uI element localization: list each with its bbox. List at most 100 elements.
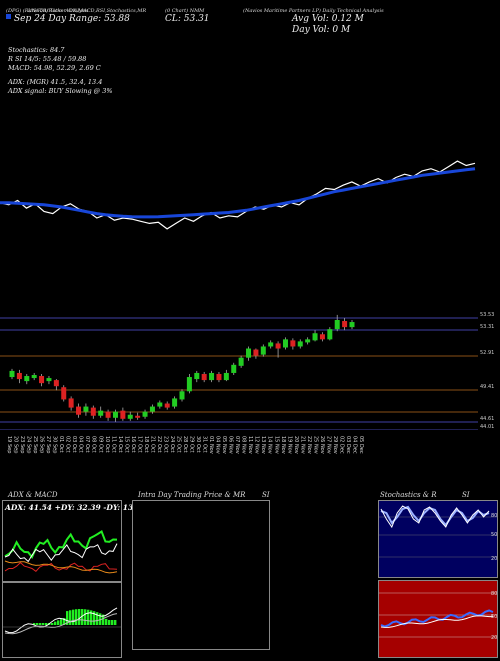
candle-body — [149, 406, 155, 412]
date-label: 13 Nov — [260, 436, 266, 454]
level-label: 44.61 — [480, 416, 494, 422]
macd-histogram-bar — [60, 619, 63, 625]
date-label: 14 Nov — [267, 436, 273, 454]
macd-info: MACD: 54.98, 52.29, 2.69 C — [8, 64, 101, 72]
date-label: 11 Nov — [247, 436, 253, 454]
adx-minus-di-line — [4, 561, 118, 572]
macd-histogram-bar — [66, 611, 69, 625]
candle-body — [334, 320, 340, 330]
candle-body — [231, 364, 237, 373]
date-axis: 19 Sep 20 Sep 23 Sep 24 Sep 25 Sep 26 Sep 27 S… — [6, 436, 364, 454]
date-label: 14 Oct — [117, 436, 123, 453]
macd-line — [4, 607, 118, 634]
macd-histogram-bar — [111, 620, 114, 625]
macd-histogram-bar — [78, 609, 81, 625]
adx-plus-di-line — [4, 529, 118, 560]
candle-body — [142, 411, 148, 417]
date-label: 15 Oct — [123, 436, 129, 453]
date-label: 01 Oct — [58, 436, 64, 453]
candle-body — [53, 380, 59, 387]
date-label: 21 Oct — [149, 436, 155, 453]
candle-body — [16, 372, 22, 380]
date-label: 21 Nov — [299, 436, 305, 454]
date-label: 08 Nov — [241, 436, 247, 454]
macd-histogram-bar — [105, 618, 108, 625]
adx-macd-title: ADX & MACD — [8, 491, 58, 499]
candle-body — [105, 411, 111, 418]
date-label: 31 Oct — [202, 436, 208, 453]
date-label: 12 Nov — [254, 436, 260, 454]
macd-histogram-bar — [45, 623, 48, 625]
macd-histogram-bar — [81, 609, 84, 625]
candle-body — [61, 387, 67, 400]
rsi-tick-50: 50 — [491, 614, 498, 620]
candle-body — [83, 406, 89, 412]
price-line — [0, 160, 476, 230]
stoch-tick-20: 20 — [491, 556, 498, 562]
stoch-title: Stochastics & R — [380, 491, 437, 499]
stochastics-info: Stochastics: 84.7 — [8, 46, 65, 54]
candle-body — [201, 373, 207, 381]
macd-histogram-bar — [69, 610, 72, 625]
date-label: 02 Dec — [338, 436, 344, 454]
macd-histogram-bar — [63, 618, 66, 625]
candle-body — [179, 391, 185, 400]
date-label: 04 Dec — [351, 436, 357, 454]
adx-values: ADX: 41.54 +DY: 32.39 -DY: 13.38 — [5, 503, 147, 512]
candle-body — [342, 321, 348, 328]
candle-body — [68, 398, 74, 408]
candle-body — [260, 346, 266, 355]
candle-body — [135, 415, 141, 418]
date-label: 22 Nov — [306, 436, 312, 454]
stoch-tick-50: 50 — [491, 532, 498, 538]
adx-signal: ADX signal: BUY Slowing @ 3% — [8, 87, 113, 95]
macd-histogram-bar — [90, 610, 93, 625]
date-label: 05 Nov — [221, 436, 227, 454]
candle-body — [120, 410, 126, 419]
date-label: 30 Sep — [52, 436, 58, 453]
candle-body — [209, 372, 215, 381]
candle-body — [31, 375, 37, 379]
date-label: 29 Oct — [189, 436, 195, 453]
date-label: 17 Oct — [136, 436, 142, 453]
date-label: 23 Oct — [162, 436, 168, 453]
close-value: CL: 53.31 — [165, 14, 210, 24]
macd-histogram-bar — [99, 613, 102, 625]
day-range: Sep 24 Day Range: 53.88 — [14, 14, 130, 24]
rsi-tick-80: 80 — [491, 591, 498, 597]
date-label: 18 Nov — [280, 436, 286, 454]
company-name: (Navios Maritime Partners LP) Daily Tech… — [243, 8, 384, 14]
date-label: 19 Sep — [6, 436, 12, 453]
adx-panel: ADX: 41.54 +DY: 32.39 -DY: 13.38 — [2, 500, 146, 582]
candle-body — [164, 403, 170, 408]
stoch-d-line — [380, 505, 490, 527]
date-label: 07 Oct — [84, 436, 90, 453]
candle-body — [282, 339, 288, 348]
date-label: 03 Dec — [345, 436, 351, 454]
adx-info: ADX: (MGR) 41.5, 32.4, 13.4 — [8, 78, 103, 86]
avg-volume: Avg Vol: 0.12 M — [292, 14, 364, 24]
chart-label: (0 Chart) NMM — [165, 8, 205, 14]
date-label: 04 Oct — [78, 436, 84, 453]
mr-title: Intra Day Trading Price & MR — [138, 491, 246, 499]
candle-body — [98, 410, 104, 416]
date-label: 22 Oct — [156, 436, 162, 453]
date-label: 29 Nov — [332, 436, 338, 454]
rsi-tick-20: 20 — [491, 635, 498, 641]
date-label: 25 Nov — [312, 436, 318, 454]
candle-body — [216, 373, 222, 381]
stoch-k-line — [380, 505, 490, 529]
stochastics-panel — [378, 500, 498, 578]
date-label: 28 Oct — [182, 436, 188, 453]
rsi-signal-line — [380, 615, 493, 628]
rsi-line — [380, 609, 494, 628]
candle-body — [319, 334, 325, 340]
rsi-panel — [378, 580, 498, 658]
stoch-tick-80: 80 — [491, 513, 498, 519]
price-chart: 53.53 53.31 52.91 49.41 44.61 44.01 — [0, 160, 494, 430]
macd-histogram-bar — [93, 611, 96, 625]
candle-body — [223, 372, 229, 381]
macd-histogram-bar — [75, 609, 78, 625]
candle-body — [253, 349, 259, 356]
candle-body — [46, 378, 52, 382]
